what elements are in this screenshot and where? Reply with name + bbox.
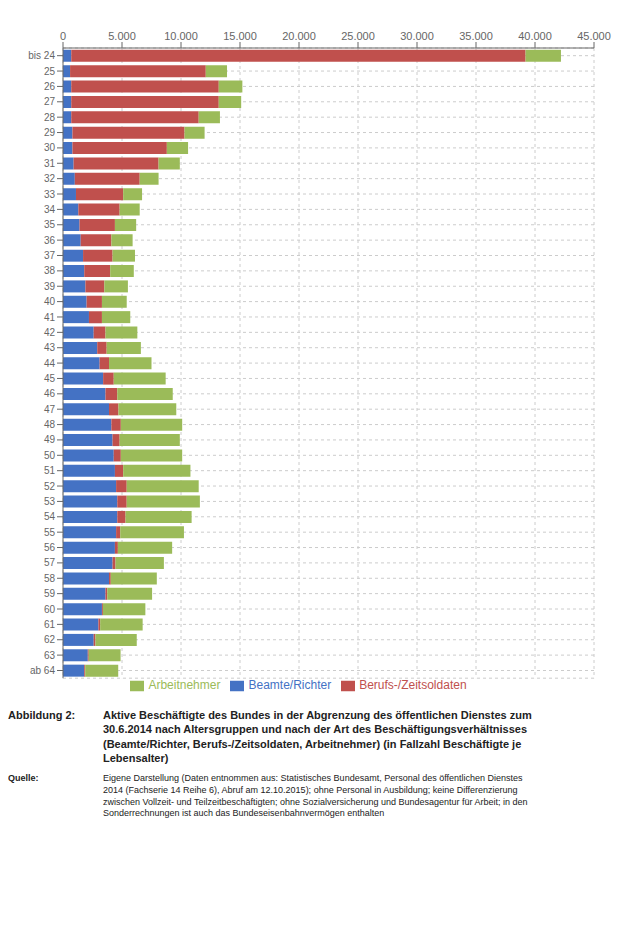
svg-text:10.000: 10.000	[164, 30, 198, 42]
svg-text:57: 57	[44, 557, 56, 568]
svg-text:26: 26	[44, 81, 56, 92]
svg-text:60: 60	[44, 604, 56, 615]
svg-text:28: 28	[44, 112, 56, 123]
svg-text:32: 32	[44, 173, 56, 184]
html-text:Beamte/Richter: Beamte/Richter	[248, 678, 332, 693]
svg-text:63: 63	[44, 650, 56, 661]
svg-text:34: 34	[44, 204, 56, 215]
svg-text:44: 44	[44, 358, 56, 369]
svg-text:54: 54	[44, 511, 56, 522]
html-text:Aktive Beschäftigte des Bundes: Aktive Beschäftigte des Bundes in der Ab…	[103, 709, 532, 764]
svg-text:56: 56	[44, 542, 56, 553]
svg-text:43: 43	[44, 342, 56, 353]
svg-text:30.000: 30.000	[400, 30, 434, 42]
svg-text:38: 38	[44, 265, 56, 276]
svg-text:31: 31	[44, 158, 56, 169]
svg-text:59: 59	[44, 588, 56, 599]
svg-text:29: 29	[44, 127, 56, 138]
svg-text:5.000: 5.000	[108, 30, 136, 42]
svg-text:27: 27	[44, 96, 56, 107]
svg-text:40: 40	[44, 296, 56, 307]
svg-text:55: 55	[44, 527, 56, 538]
svg-text:42: 42	[44, 327, 56, 338]
html-text:Arbeitnehmer: Arbeitnehmer	[148, 678, 221, 693]
svg-text:37: 37	[44, 250, 56, 261]
svg-text:ab 64: ab 64	[30, 665, 55, 676]
svg-text:40.000: 40.000	[518, 30, 552, 42]
svg-text:35: 35	[44, 219, 56, 230]
svg-text:51: 51	[44, 465, 56, 476]
svg-text:25: 25	[44, 66, 56, 77]
svg-text:39: 39	[44, 281, 56, 292]
html-text:Berufs-/Zeitsoldaten: Berufs-/Zeitsoldaten	[359, 678, 467, 693]
svg-text:33: 33	[44, 189, 56, 200]
svg-text:bis 24: bis 24	[28, 50, 55, 61]
svg-text:50: 50	[44, 450, 56, 461]
svg-text:35.000: 35.000	[459, 30, 493, 42]
svg-text:25.000: 25.000	[341, 30, 375, 42]
svg-text:15.000: 15.000	[223, 30, 257, 42]
svg-text:0: 0	[60, 30, 66, 42]
svg-text:48: 48	[44, 419, 56, 430]
svg-text:53: 53	[44, 496, 56, 507]
svg-text:41: 41	[44, 312, 56, 323]
svg-text:46: 46	[44, 388, 56, 399]
svg-text:30: 30	[44, 142, 56, 153]
html-text:Quelle:: Quelle:	[8, 773, 39, 784]
svg-text:58: 58	[44, 573, 56, 584]
svg-text:52: 52	[44, 481, 56, 492]
svg-text:49: 49	[44, 434, 56, 445]
svg-text:45.000: 45.000	[577, 30, 611, 42]
svg-text:20.000: 20.000	[282, 30, 316, 42]
svg-text:62: 62	[44, 634, 56, 645]
svg-text:36: 36	[44, 235, 56, 246]
svg-text:61: 61	[44, 619, 56, 630]
html-text:Eigene Darstellung (Daten entn: Eigene Darstellung (Daten entnommen aus:…	[103, 773, 528, 819]
svg-text:47: 47	[44, 404, 56, 415]
svg-text:45: 45	[44, 373, 56, 384]
html-text:Abbildung 2:: Abbildung 2:	[8, 709, 76, 721]
